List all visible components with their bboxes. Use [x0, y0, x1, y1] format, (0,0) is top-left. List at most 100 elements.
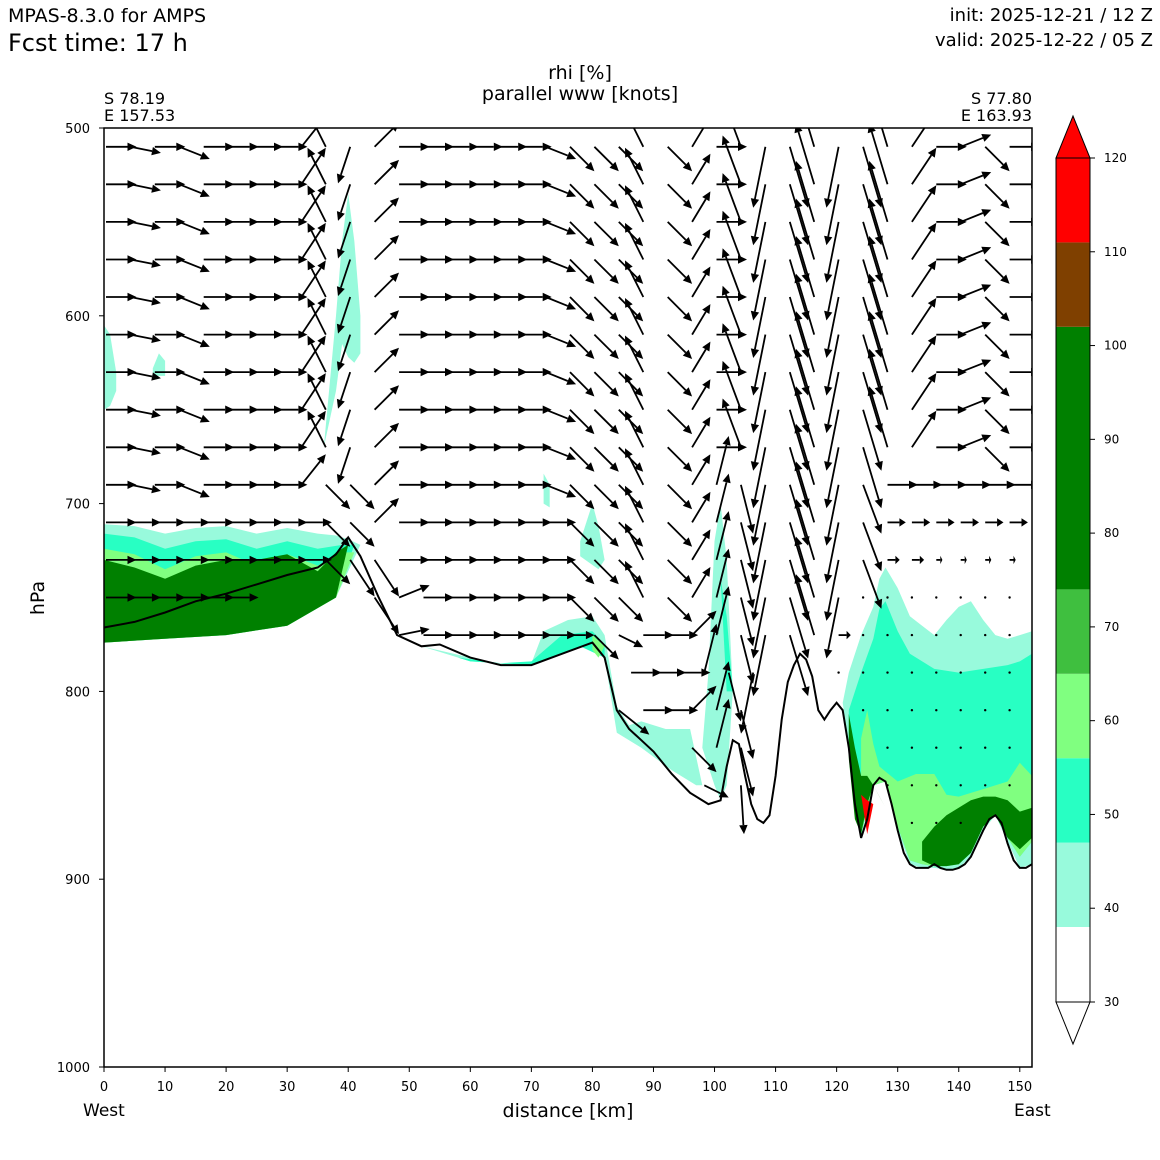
wind-vector [667, 183, 693, 209]
wind-vector [618, 709, 650, 735]
wind-vector [625, 448, 645, 486]
wind-vector [824, 146, 840, 208]
wind-vector [911, 555, 925, 565]
wind-vector [593, 221, 619, 247]
wind-vector [276, 405, 308, 414]
wind-vector [276, 142, 308, 151]
wind-vector [569, 221, 595, 247]
y-tick-label: 800 [65, 685, 90, 700]
wind-vector [740, 597, 755, 647]
wind-vector [593, 333, 619, 359]
wind-vector [625, 560, 645, 598]
wind-vector [349, 484, 375, 510]
wind-vector [570, 630, 595, 640]
wind-vector [794, 423, 816, 486]
wind-vector [910, 671, 914, 674]
wind-vector [593, 596, 619, 622]
wind-vector [984, 146, 1010, 172]
wind-vector [545, 483, 577, 498]
wind-vector [984, 296, 1010, 322]
wind-vector [1009, 217, 1032, 227]
wind-vector [837, 671, 840, 674]
wind-vector [691, 191, 711, 223]
wind-vector [373, 272, 399, 298]
wind-vector [1009, 518, 1028, 527]
wind-vector [625, 523, 645, 561]
rh-region-50 [458, 631, 605, 666]
wind-vector [716, 142, 747, 151]
wind-vector [691, 304, 711, 336]
wind-vector [936, 518, 955, 527]
wind-vector [336, 409, 352, 447]
wind-vector [307, 147, 327, 185]
wind-vector [691, 685, 717, 711]
wind-vector [750, 146, 767, 208]
wind-vector [738, 672, 755, 734]
rh-region-60 [861, 710, 1032, 867]
wind-vector [667, 559, 693, 585]
wind-vector [984, 633, 987, 637]
colorbar-bin [1056, 673, 1090, 759]
wind-vector [667, 221, 693, 247]
wind-vector [960, 396, 992, 411]
wind-vector [716, 443, 747, 452]
x-tick-label: 30 [279, 1080, 296, 1095]
wind-vector [569, 409, 595, 435]
wind-vector [959, 633, 962, 637]
wind-vector [545, 408, 577, 423]
wind-vector [178, 183, 210, 198]
wind-vector [824, 334, 840, 396]
wind-vector [716, 367, 747, 377]
rh-region-40 [702, 503, 733, 801]
wind-vector [867, 348, 889, 410]
wind-vector [984, 709, 987, 712]
wind-vector [569, 446, 595, 472]
wind-vector [984, 183, 1010, 209]
wind-vector [545, 555, 577, 565]
chart-title: rhi [%] [548, 62, 612, 84]
wind-vector [276, 330, 308, 339]
x-tick-label: 20 [218, 1080, 235, 1095]
wind-vector [625, 298, 645, 336]
wind-vector [569, 258, 595, 284]
colorbar-tick-label: 110 [1104, 245, 1127, 259]
wind-vector [130, 483, 161, 494]
wind-vector [569, 296, 595, 322]
wind-vector [336, 371, 352, 409]
wind-vector [307, 222, 327, 260]
init-time-label: init: 2025-12-21 / 12 Z [949, 5, 1153, 26]
wind-vector [910, 633, 914, 637]
wind-vector [398, 626, 430, 636]
wind-vector [667, 409, 693, 435]
wind-vector [625, 260, 645, 298]
wind-vector [1008, 746, 1011, 749]
wind-vector [794, 160, 816, 223]
wind-vector [691, 266, 711, 298]
wind-vector [593, 183, 619, 209]
wind-vector [1009, 330, 1032, 339]
wind-vector [178, 483, 210, 498]
wind-vector [625, 147, 645, 185]
wind-vector [960, 171, 992, 186]
wind-vector [667, 484, 693, 510]
wind-vector [794, 273, 816, 335]
wind-vector [691, 567, 711, 598]
wind-vector [824, 184, 840, 246]
wind-vector [824, 221, 840, 283]
wind-vector [959, 821, 962, 825]
wind-vector [1009, 555, 1016, 565]
wind-vector [667, 371, 693, 397]
wind-vector [886, 709, 889, 712]
wind-vector [984, 371, 1010, 397]
wind-vector [867, 198, 889, 260]
wind-vector [593, 446, 619, 472]
wind-vector [861, 671, 865, 674]
colorbar-bin [1056, 589, 1090, 674]
wind-vector [807, 128, 816, 148]
wind-vector [1008, 784, 1011, 787]
wind-vector [887, 555, 900, 565]
wind-vector [667, 630, 699, 640]
wind-vector [794, 536, 816, 598]
x-tick-label: 110 [763, 1080, 788, 1095]
x-tick-label: 120 [824, 1080, 849, 1095]
